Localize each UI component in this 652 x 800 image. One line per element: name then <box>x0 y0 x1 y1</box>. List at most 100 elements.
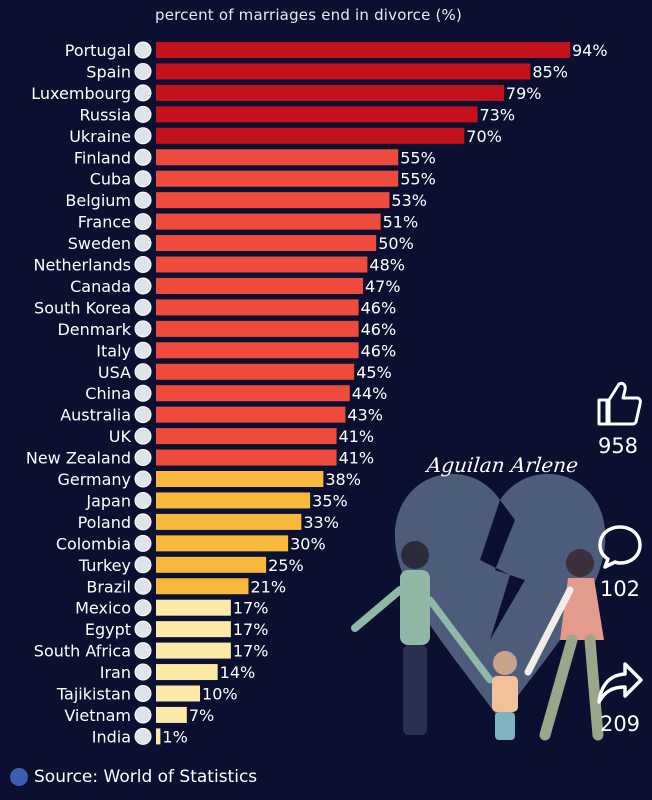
portugal-flag-icon <box>134 41 152 59</box>
bar-italy <box>156 342 359 359</box>
value-label: 35% <box>312 491 348 510</box>
woman-arm <box>524 586 574 676</box>
bar-egypt <box>156 621 231 638</box>
finland-flag-icon <box>134 148 152 166</box>
germany-flag-icon <box>134 470 152 488</box>
ukraine-flag-icon <box>134 127 152 145</box>
bar-turkey <box>156 556 267 573</box>
comment-icon <box>598 525 642 569</box>
child-head <box>493 651 517 675</box>
value-label: 70% <box>466 127 502 146</box>
value-label: 1% <box>162 727 187 746</box>
value-label: 55% <box>400 170 436 189</box>
bar-brazil <box>156 578 249 595</box>
bar-belgium <box>156 192 390 209</box>
comment-count: 102 <box>599 577 641 601</box>
value-label: 41% <box>339 427 375 446</box>
value-label: 73% <box>480 105 516 124</box>
category-label: Germany <box>57 470 131 489</box>
category-label: Cuba <box>90 170 131 189</box>
source-note: Source: World of Statistics <box>10 767 257 787</box>
value-label: 48% <box>369 256 405 275</box>
value-label: 14% <box>220 663 256 682</box>
bar-mexico <box>156 599 231 616</box>
like-button[interactable]: 958 <box>588 378 648 458</box>
value-label: 38% <box>325 470 361 489</box>
bar-tajikistan <box>156 685 201 702</box>
category-label: Finland <box>74 148 131 167</box>
category-label: Poland <box>78 513 131 532</box>
value-label: 21% <box>250 577 286 596</box>
comment-button[interactable]: 102 <box>590 523 650 601</box>
netherlands-flag-icon <box>134 256 152 273</box>
bar-iran <box>156 664 218 681</box>
category-label: Luxembourg <box>31 84 131 103</box>
category-label: France <box>78 213 131 232</box>
category-label: UK <box>109 427 132 446</box>
category-label: Italy <box>96 341 131 360</box>
category-label: Sweden <box>68 234 131 253</box>
value-label: 50% <box>378 234 414 253</box>
value-label: 25% <box>268 556 304 575</box>
category-label: Australia <box>60 406 131 425</box>
category-label: Brazil <box>86 577 131 596</box>
heart-crack <box>480 500 525 640</box>
egypt-flag-icon <box>134 620 152 638</box>
france-flag-icon <box>134 213 152 231</box>
category-label: Spain <box>86 62 131 81</box>
bar-australia <box>156 406 346 423</box>
chart-title: percent of marriages end in divorce (%) <box>155 6 463 24</box>
bar-finland <box>156 149 399 166</box>
australia-flag-icon <box>134 406 152 424</box>
bar-netherlands <box>156 256 368 273</box>
brazil-flag-icon <box>134 577 152 595</box>
category-label: Tajikistan <box>56 685 131 704</box>
category-label: Iran <box>100 663 131 682</box>
share-button[interactable]: 209 <box>590 660 650 736</box>
value-label: 51% <box>383 213 419 232</box>
bar-ukraine <box>156 127 465 144</box>
bar-germany <box>156 471 324 487</box>
japan-flag-icon <box>134 491 152 509</box>
category-label: Colombia <box>56 534 131 553</box>
value-label: 17% <box>233 620 269 639</box>
value-label: 17% <box>233 599 269 618</box>
spain-flag-icon <box>134 62 152 80</box>
value-label: 46% <box>361 320 397 339</box>
bar-spain <box>156 63 531 80</box>
luxembourg-flag-icon <box>134 84 152 102</box>
watermark: Aguilan Arlene <box>425 453 580 477</box>
canada-flag-icon <box>134 277 152 295</box>
man-head <box>401 541 429 569</box>
bar-uk <box>156 428 337 445</box>
bars-layer: Portugal 94% Spain 85% Luxembourg 79% Russia 73… <box>26 41 608 746</box>
broken-family-illustration <box>351 473 606 741</box>
china-flag-icon <box>134 384 152 402</box>
bar-luxembourg <box>156 84 504 101</box>
value-label: 30% <box>290 534 326 553</box>
value-label: 79% <box>506 84 542 103</box>
category-label: Ukraine <box>69 127 131 146</box>
child-body <box>492 676 518 712</box>
category-label: USA <box>98 363 131 382</box>
bar-sweden <box>156 235 377 252</box>
mexico-flag-icon <box>134 599 152 617</box>
italy-flag-icon <box>134 341 152 359</box>
source-text: Source: World of Statistics <box>34 767 258 787</box>
category-label: Portugal <box>65 41 131 60</box>
category-label: China <box>85 384 131 403</box>
category-label: Mexico <box>75 599 131 618</box>
category-label: Netherlands <box>33 256 131 275</box>
man-arm <box>351 586 404 632</box>
globe-icon <box>10 768 28 786</box>
bar-south-africa <box>156 642 231 659</box>
bar-poland <box>156 513 302 530</box>
category-label: South Africa <box>34 642 131 661</box>
bar-russia <box>156 106 478 123</box>
bar-south-korea <box>156 299 359 316</box>
man-body <box>400 570 430 645</box>
value-label: 94% <box>572 41 608 60</box>
bar-cuba <box>156 170 399 187</box>
bar-colombia <box>156 535 289 552</box>
